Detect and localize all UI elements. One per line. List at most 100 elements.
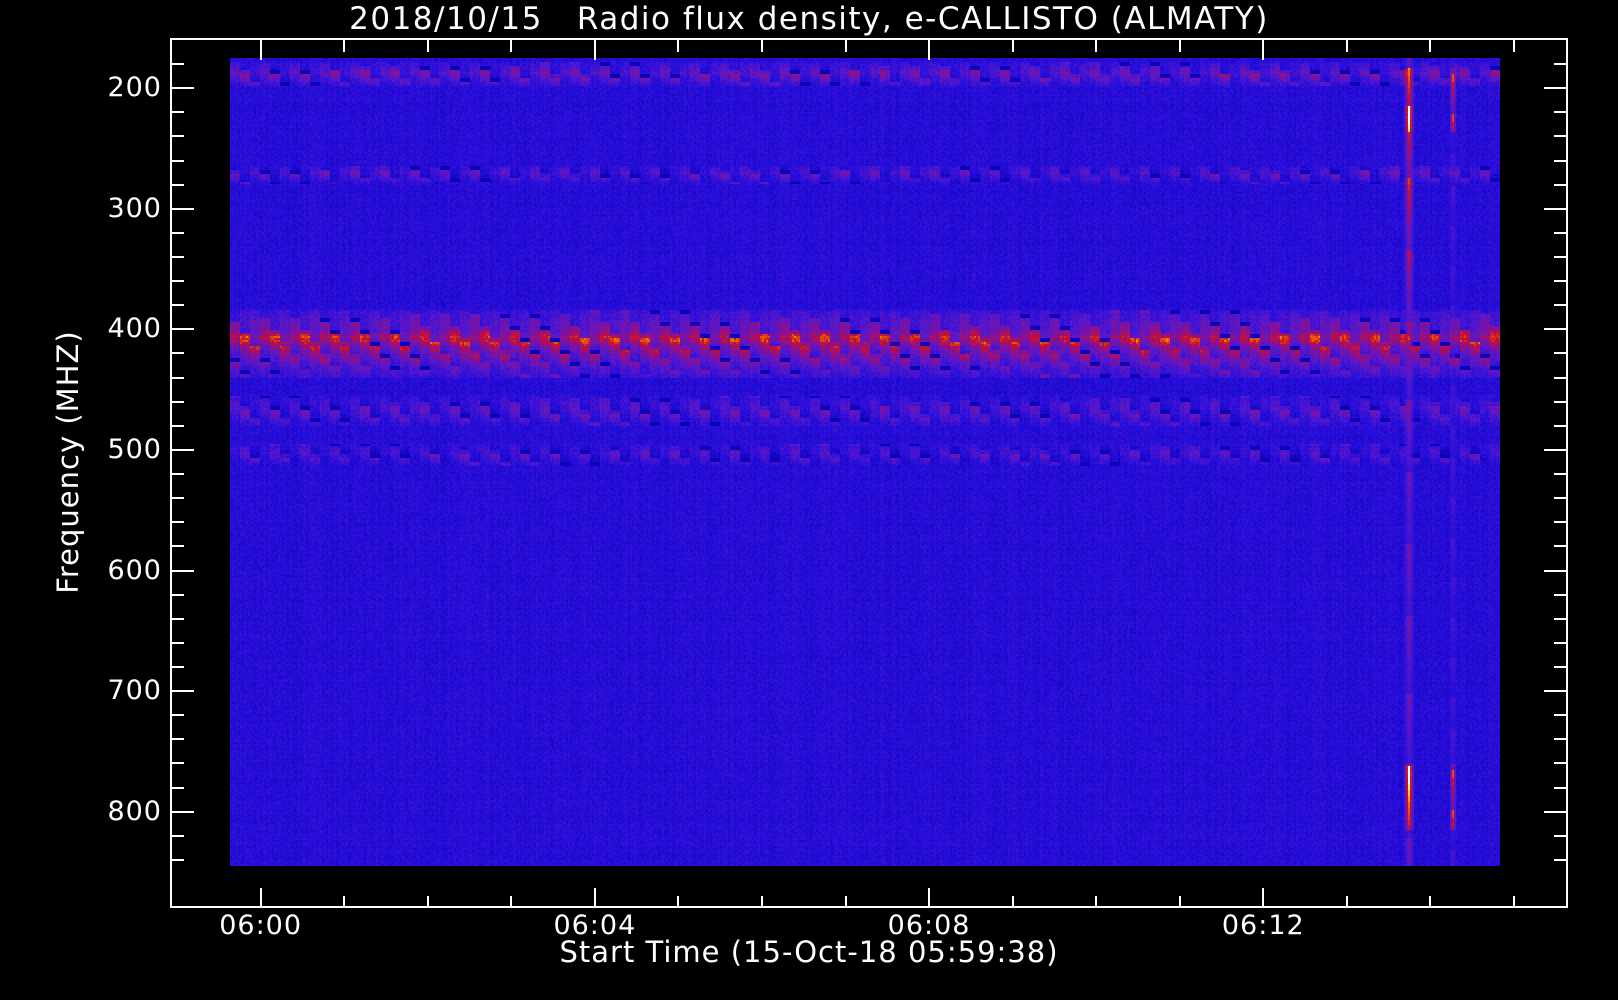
y-tick-minor [172, 545, 184, 548]
y-tick-minor-right [1554, 63, 1566, 66]
x-tick-major-top [259, 40, 262, 60]
x-tick-minor-top [1429, 40, 1432, 52]
y-tick-label: 300 [107, 192, 162, 224]
y-tick-minor-right [1554, 304, 1566, 307]
y-tick-major [172, 207, 194, 210]
y-tick-minor [172, 231, 184, 234]
x-tick-minor [760, 896, 763, 908]
y-tick-major-right [1544, 810, 1566, 813]
y-tick-minor [172, 666, 184, 668]
y-tick-minor-right [1554, 666, 1566, 668]
x-tick-major [928, 888, 931, 908]
spectrogram-canvas [230, 58, 1500, 866]
x-tick-label: 06:08 [887, 910, 971, 941]
x-tick-minor-top [1011, 40, 1014, 52]
y-tick-major-right [1544, 569, 1566, 572]
y-tick-minor [172, 473, 184, 476]
x-tick-minor-top [760, 40, 763, 52]
y-tick-minor-right [1554, 593, 1566, 596]
y-tick-label: 500 [107, 433, 162, 465]
y-tick-minor [172, 183, 184, 186]
y-tick-minor-right [1554, 159, 1566, 162]
x-tick-major-top [593, 40, 596, 60]
y-tick-minor [172, 304, 184, 307]
y-tick-minor-right [1554, 786, 1566, 789]
x-tick-major [1262, 888, 1265, 908]
spectrogram-data-area [230, 58, 1500, 866]
y-tick-minor-right [1554, 400, 1566, 403]
y-tick-minor [172, 521, 184, 524]
y-tick-minor [172, 786, 184, 789]
y-tick-minor-right [1554, 352, 1566, 355]
y-tick-minor-right [1554, 497, 1566, 500]
y-tick-label: 800 [107, 795, 162, 827]
x-tick-minor [1345, 896, 1348, 908]
y-tick-major [172, 690, 194, 693]
x-tick-minor [677, 896, 680, 908]
y-tick-minor [172, 352, 184, 355]
x-tick-minor-top [343, 40, 346, 52]
y-tick-minor [172, 762, 184, 765]
y-tick-minor-right [1554, 473, 1566, 476]
x-tick-minor-top [844, 40, 847, 52]
x-tick-label: 06:12 [1221, 910, 1305, 941]
y-tick-minor-right [1554, 183, 1566, 186]
x-tick-major [593, 888, 596, 908]
y-tick-minor-right [1554, 762, 1566, 765]
y-tick-minor [172, 738, 184, 741]
x-tick-minor [844, 896, 847, 908]
x-tick-major-top [928, 40, 931, 60]
y-tick-major [172, 448, 194, 451]
y-tick-minor-right [1554, 738, 1566, 741]
x-tick-minor [1429, 896, 1432, 908]
y-tick-major-right [1544, 87, 1566, 90]
y-tick-minor [172, 641, 184, 644]
y-tick-minor [172, 159, 184, 162]
y-tick-minor-right [1554, 858, 1566, 861]
y-tick-minor-right [1554, 255, 1566, 258]
x-tick-minor [1178, 896, 1181, 908]
y-tick-minor-right [1554, 231, 1566, 234]
x-tick-minor [343, 896, 346, 908]
y-tick-minor-right [1554, 280, 1566, 283]
x-tick-minor [426, 896, 429, 908]
x-tick-minor [510, 896, 513, 908]
y-tick-minor [172, 376, 184, 379]
y-tick-label: 400 [107, 313, 162, 345]
x-tick-major [259, 888, 262, 908]
x-tick-minor-top [510, 40, 513, 52]
y-tick-major-right [1544, 690, 1566, 693]
axis-frame [170, 38, 1568, 908]
y-tick-minor [172, 135, 184, 138]
y-tick-minor [172, 63, 184, 66]
y-tick-minor-right [1554, 521, 1566, 524]
y-tick-minor-right [1554, 834, 1566, 837]
y-tick-minor-right [1554, 111, 1566, 114]
y-tick-minor [172, 593, 184, 596]
x-tick-label: 06:00 [219, 910, 303, 941]
x-tick-minor [1512, 896, 1515, 908]
x-tick-minor-top [426, 40, 429, 52]
x-tick-minor-top [1178, 40, 1181, 52]
y-tick-minor [172, 400, 184, 403]
y-tick-minor [172, 255, 184, 258]
y-tick-minor-right [1554, 424, 1566, 427]
y-tick-major [172, 328, 194, 331]
y-tick-minor [172, 497, 184, 500]
y-tick-minor [172, 280, 184, 283]
y-tick-minor-right [1554, 376, 1566, 379]
y-tick-major [172, 87, 194, 90]
y-tick-minor [172, 714, 184, 717]
y-tick-minor-right [1554, 617, 1566, 620]
y-tick-minor-right [1554, 545, 1566, 548]
y-tick-minor [172, 617, 184, 620]
y-tick-minor-right [1554, 135, 1566, 138]
y-tick-major [172, 810, 194, 813]
x-tick-major-top [1262, 40, 1265, 60]
y-tick-minor-right [1554, 641, 1566, 644]
y-axis-title: Frequency (MHZ) [51, 330, 85, 594]
y-tick-label: 200 [107, 72, 162, 104]
page-title: 2018/10/15 Radio flux density, e-CALLIST… [349, 1, 1269, 37]
x-axis-title: Start Time (15-Oct-18 05:59:38) [559, 935, 1059, 969]
